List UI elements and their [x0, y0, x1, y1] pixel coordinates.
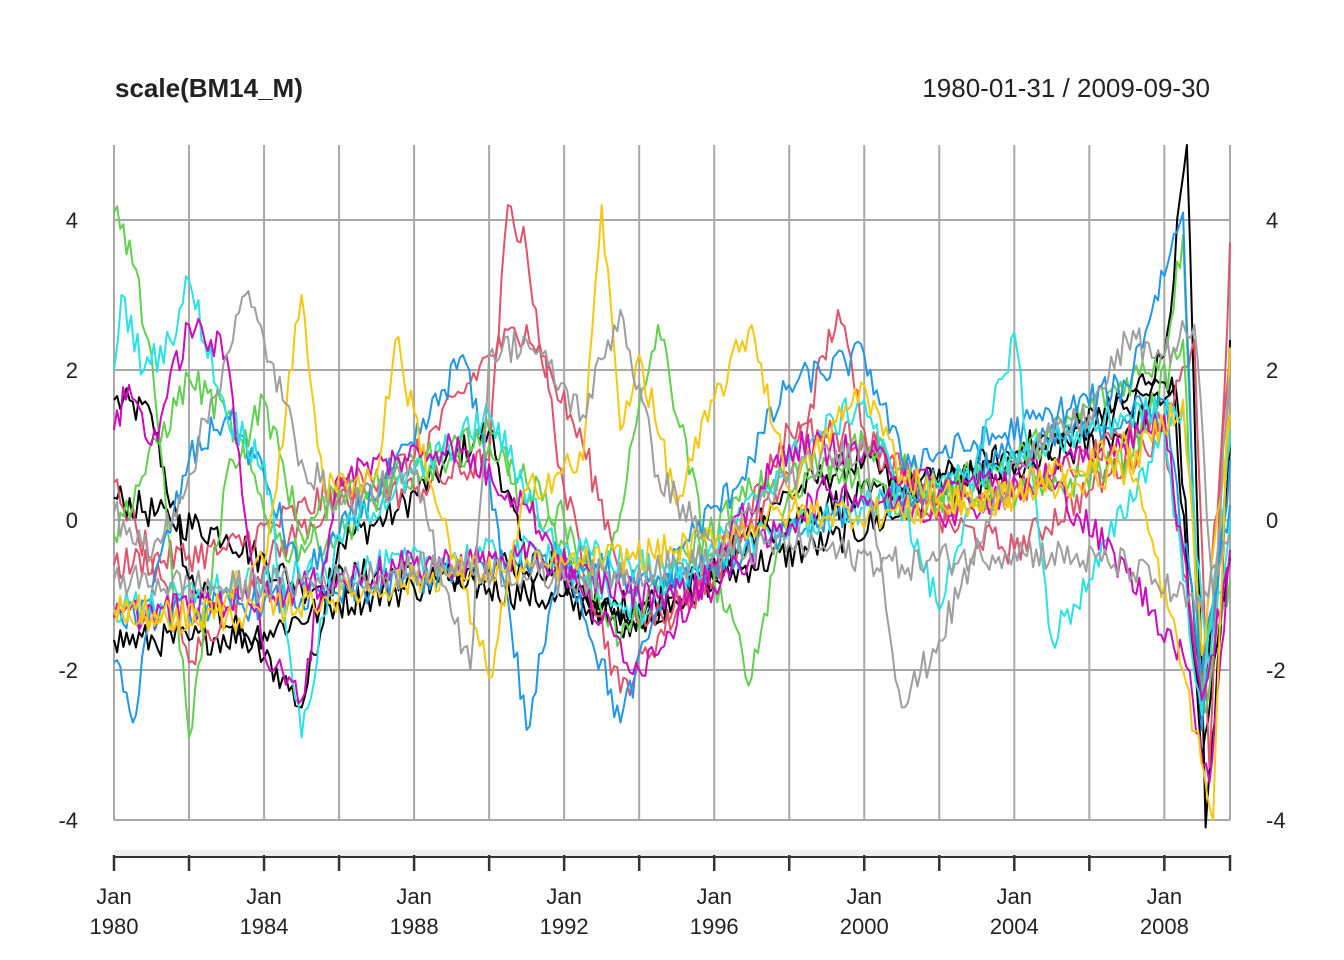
- x-tick-label-month: Jan: [396, 884, 431, 909]
- x-tick-label-year: 1980: [90, 914, 139, 939]
- series-line: [113, 376, 1231, 761]
- x-tick-label-year: 1992: [540, 914, 589, 939]
- x-tick-label-year: 1988: [390, 914, 439, 939]
- x-tick-label-month: Jan: [997, 884, 1032, 909]
- series-line: [113, 317, 1231, 705]
- date-range-label: 1980-01-31 / 2009-09-30: [922, 73, 1210, 103]
- x-tick-label-year: 1996: [690, 914, 739, 939]
- y-tick-label-right: -4: [1266, 808, 1286, 833]
- x-tick-label-year: 2008: [1140, 914, 1189, 939]
- series-line: [113, 290, 1231, 709]
- x-tick-label-month: Jan: [96, 884, 131, 909]
- y-tick-label-left: -4: [58, 808, 78, 833]
- series-line: [113, 395, 1231, 671]
- x-tick-label-month: Jan: [246, 884, 281, 909]
- x-axis-minor-ticks: [114, 850, 1230, 857]
- x-tick-label-month: Jan: [1147, 884, 1182, 909]
- series-line: [113, 526, 1231, 613]
- y-tick-label-right: 2: [1266, 358, 1278, 383]
- series-lines: [113, 144, 1231, 829]
- chart-title: scale(BM14_M): [115, 73, 303, 103]
- x-tick-label-month: Jan: [696, 884, 731, 909]
- y-tick-label-left: -2: [58, 658, 78, 683]
- x-tick-label-month: Jan: [546, 884, 581, 909]
- series-line: [113, 324, 1231, 686]
- y-tick-label-right: -2: [1266, 658, 1286, 683]
- y-tick-label-right: 0: [1266, 508, 1278, 533]
- x-tick-label-year: 2000: [840, 914, 889, 939]
- y-tick-label-right: 4: [1266, 208, 1278, 233]
- x-tick-label-year: 1984: [240, 914, 289, 939]
- axes: -4 -4 -2 -2 0 0 2 2 4 4 Jan 1980 Jan 1984 Jan 1988 Jan 19…: [58, 208, 1285, 939]
- y-tick-label-left: 0: [66, 508, 78, 533]
- series-line: [113, 399, 1231, 656]
- y-tick-label-left: 2: [66, 358, 78, 383]
- x-tick-label-month: Jan: [847, 884, 882, 909]
- y-tick-label-left: 4: [66, 208, 78, 233]
- x-tick-label-year: 2004: [990, 914, 1039, 939]
